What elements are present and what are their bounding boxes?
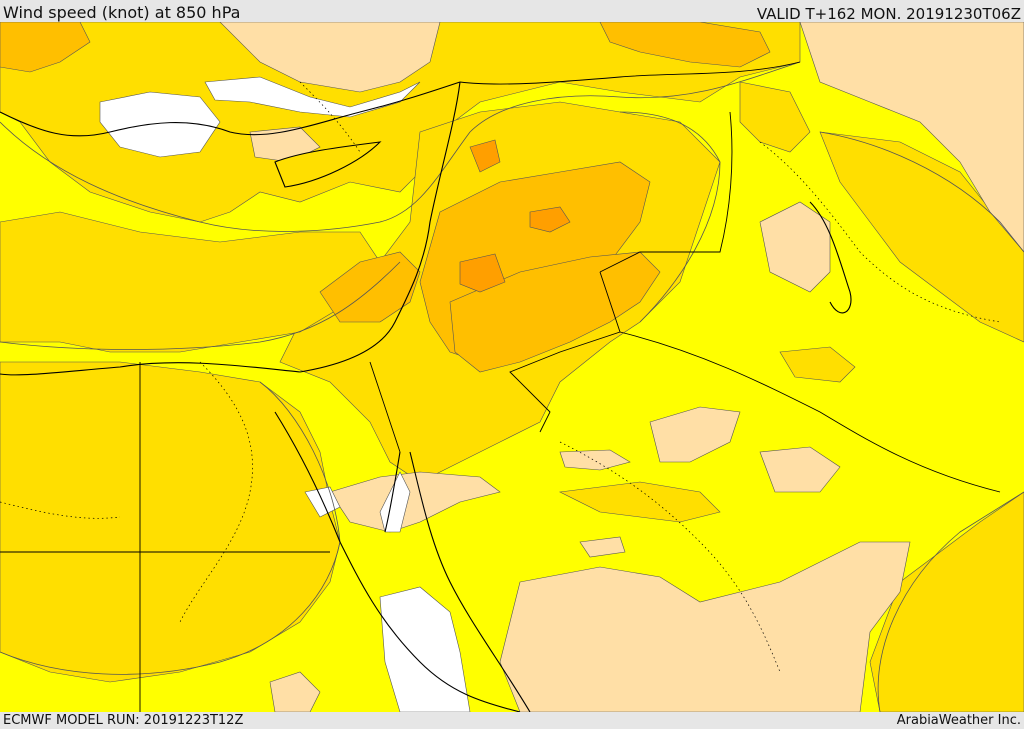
very-strong-region-1 <box>529 206 571 233</box>
country-borders <box>0 61 1001 712</box>
light-region-egypt-sw <box>269 671 321 712</box>
light-region-ne <box>799 22 1024 253</box>
border-jordan-saudi <box>509 271 621 433</box>
fresh-region-north <box>0 22 801 223</box>
coast-gulf-aqaba <box>384 451 401 533</box>
calm-wind-regions <box>99 76 471 712</box>
light-region-saudi-2 <box>759 446 841 493</box>
light-region-saudi-south <box>499 541 911 712</box>
border-syria-iraq <box>599 111 733 273</box>
calm-region-turkey <box>99 91 221 158</box>
map-panel <box>0 22 1024 712</box>
strong-region-nw <box>0 22 91 73</box>
contour-1 <box>0 61 801 232</box>
very-strong-region-2 <box>459 253 506 293</box>
valid-time: VALID T+162 MON. 20191230T06Z <box>756 5 1021 23</box>
very-strong-region-3 <box>469 139 501 173</box>
contour-3 <box>0 381 341 675</box>
light-region-turkey-north <box>219 22 441 93</box>
wind-speed-map <box>0 22 1024 712</box>
map-title: Wind speed (knot) at 850 hPa <box>3 3 241 22</box>
contour-6 <box>877 491 1024 712</box>
header-bar: Wind speed (knot) at 850 hPa VALID T+162… <box>0 0 1024 23</box>
light-region-small-1 <box>559 449 631 471</box>
fresh-region-east <box>819 131 1024 343</box>
calm-region-turkey-2 <box>204 76 421 118</box>
model-run: ECMWF MODEL RUN: 20191223T12Z <box>3 713 244 728</box>
calm-region-sudan <box>379 586 471 712</box>
light-wind-regions <box>219 22 1024 712</box>
border-turkey-syria <box>459 61 801 85</box>
calm-region-gulf <box>379 471 411 533</box>
cyprus <box>274 141 382 188</box>
fresh-region-south-east <box>869 491 1024 712</box>
light-region-small-2 <box>579 536 626 558</box>
border-sinai <box>369 361 401 453</box>
light-region-saudi-1 <box>649 406 741 463</box>
wind-contours <box>0 61 1024 712</box>
fresh-region-iraq <box>739 81 811 153</box>
strong-region-coast <box>319 251 421 323</box>
province-3 <box>759 141 1001 323</box>
footer-bar: ECMWF MODEL RUN: 20191223T12Z ArabiaWeat… <box>0 712 1024 729</box>
coast-red-sea-east <box>409 451 531 712</box>
province-5 <box>299 81 361 153</box>
fresh-region-small <box>779 346 856 383</box>
contour-2 <box>0 261 401 350</box>
coastlines <box>0 81 852 712</box>
border-iraq-saudi <box>619 331 1001 493</box>
province-4 <box>0 501 121 519</box>
coast-egypt <box>0 362 301 376</box>
coast-levant <box>299 81 461 373</box>
credit: ArabiaWeather Inc. <box>896 713 1021 728</box>
gulf-shore <box>809 201 852 314</box>
coast-turkey-south <box>0 81 461 137</box>
light-region-iraq-1 <box>759 201 831 293</box>
fresh-region-small-2 <box>558 481 721 523</box>
province-borders <box>0 81 1001 673</box>
contour-5 <box>819 131 1024 253</box>
contour-4 <box>619 111 721 323</box>
fresh-region-egypt <box>0 361 341 683</box>
coast-red-sea-west <box>274 411 521 712</box>
strong-region-north <box>599 22 771 68</box>
very-strong-wind-regions <box>459 139 571 293</box>
